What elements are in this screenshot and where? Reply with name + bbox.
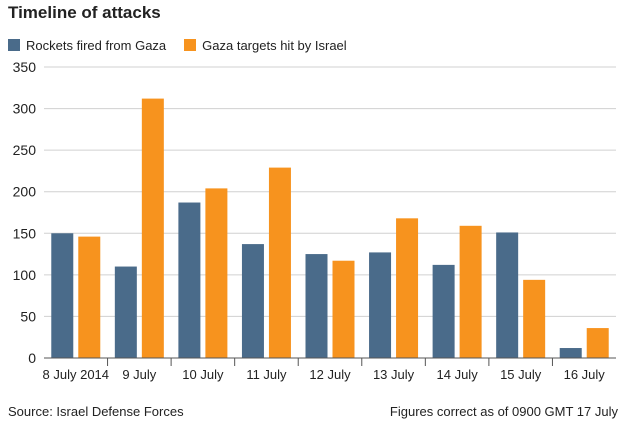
legend-label-targets: Gaza targets hit by Israel: [202, 37, 347, 53]
chart-title: Timeline of attacks: [8, 3, 161, 22]
y-tick-label: 350: [13, 59, 37, 75]
bar-targets: [459, 225, 482, 358]
x-tick-label: 8 July 2014: [43, 367, 110, 382]
legend-swatch-rockets: [8, 39, 20, 51]
x-tick-label: 9 July: [122, 367, 156, 382]
y-tick-label: 50: [20, 308, 36, 324]
y-tick-label: 100: [13, 267, 37, 283]
bar-rockets: [559, 348, 582, 358]
bar-rockets: [369, 252, 392, 358]
figures-note: Figures correct as of 0900 GMT 17 July: [389, 404, 618, 419]
bar-rockets: [178, 202, 201, 358]
bar-rockets: [305, 254, 328, 358]
x-tick-label: 16 July: [564, 367, 606, 382]
x-tick-label: 13 July: [373, 367, 415, 382]
x-tick-label: 15 July: [500, 367, 542, 382]
y-tick-label: 250: [13, 142, 37, 158]
y-tick-label: 200: [13, 184, 37, 200]
bar-targets: [523, 279, 546, 358]
source-note: Source: Israel Defense Forces: [8, 404, 184, 419]
bar-targets: [141, 98, 164, 358]
bar-targets: [586, 328, 609, 358]
legend-item-rockets: Rockets fired from Gaza: [8, 38, 166, 53]
x-tick-label: 10 July: [182, 367, 224, 382]
legend-label-rockets: Rockets fired from Gaza: [26, 37, 167, 53]
y-tick-label: 300: [13, 101, 37, 117]
legend-item-targets: Gaza targets hit by Israel: [184, 38, 347, 53]
x-tick-label: 11 July: [246, 367, 287, 382]
legend-swatch-targets: [184, 39, 197, 51]
bar-rockets: [496, 232, 519, 358]
bar-targets: [78, 236, 101, 358]
x-tick-label: 14 July: [437, 367, 479, 382]
bar-targets: [332, 260, 355, 358]
bar-rockets: [114, 266, 137, 358]
bar-rockets: [432, 264, 455, 358]
bar-rockets: [241, 244, 264, 358]
bar-targets: [205, 188, 228, 358]
y-tick-label: 150: [13, 225, 37, 241]
bar-targets: [396, 218, 419, 358]
chart-legend: Rockets fired from Gaza Gaza targets hit…: [8, 35, 365, 55]
x-tick-label: 12 July: [309, 367, 351, 382]
bar-targets: [268, 167, 291, 358]
y-tick-label: 0: [28, 350, 36, 366]
bar-rockets: [51, 233, 74, 358]
